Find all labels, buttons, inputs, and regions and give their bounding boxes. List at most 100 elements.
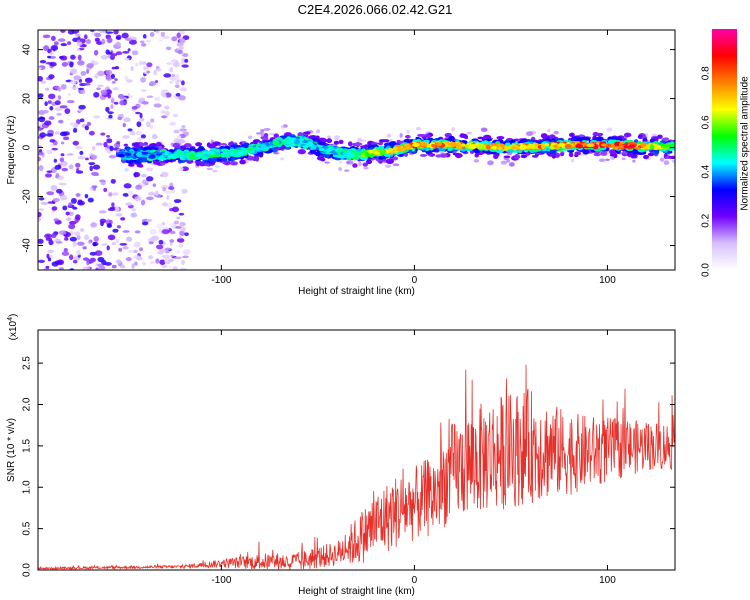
heatmap-noise-cell [155, 258, 160, 264]
heatmap-noise-cell [146, 218, 153, 223]
heatmap-ridge-cell [503, 155, 511, 159]
heatmap-noise-cell [91, 145, 96, 151]
heatmap-ridge-cell [213, 153, 218, 157]
heatmap-noise-cell [167, 266, 174, 269]
heatmap-noise-cell [111, 192, 119, 196]
heatmap-noise-cell [67, 41, 72, 45]
heatmap-noise-cell [59, 157, 65, 163]
heatmap-ridge-cell [239, 159, 246, 165]
heatmap-ridge-cell [123, 143, 128, 147]
heatmap-halo-cell [280, 157, 285, 161]
heatmap-noise-cell [136, 256, 143, 261]
heatmap-noise-cell [97, 263, 103, 268]
heatmap-halo-cell [269, 132, 275, 136]
heatmap-halo-cell [651, 133, 658, 136]
heatmap-noise-cell [47, 100, 52, 104]
heatmap-ridge-cell [459, 133, 468, 139]
heatmap-ridge-cell [483, 134, 492, 140]
heatmap-ridge-cell [568, 152, 574, 158]
heatmap-noise-cell [104, 147, 108, 152]
heatmap-noise-cell [126, 236, 133, 242]
heatmap-noise-cell [161, 171, 169, 178]
heatmap-noise-cell [42, 34, 51, 39]
heatmap-ridge-cell [124, 152, 132, 156]
heatmap-noise-cell [93, 49, 99, 56]
heatmap-ridge-cell [582, 149, 590, 155]
heatmap-noise-cell [160, 31, 166, 38]
heatmap-ridge-cell [347, 152, 355, 159]
heatmap-ridge-cell [293, 139, 300, 145]
heatmap-noise-cell [53, 218, 59, 222]
heatmap-noise-cell [60, 141, 65, 145]
heatmap-noise-cell [106, 138, 113, 144]
heatmap-noise-cell [101, 38, 106, 45]
heatmap-noise-cell [46, 253, 50, 259]
heatmap-noise-cell [163, 254, 170, 260]
heatmap-ridge-cell [640, 142, 647, 148]
heatmap-noise-cell [84, 234, 90, 241]
heatmap-noise-cell [92, 164, 101, 170]
heatmap-noise-cell [60, 194, 68, 201]
heatmap-ridge-cell [520, 154, 528, 159]
snr-xtick-label: 100 [599, 575, 616, 586]
heatmap-ridge-cell [255, 156, 260, 162]
heatmap-ridge-cell [143, 146, 152, 151]
heatmap-noise-cell [164, 258, 169, 264]
heatmap-ridge-cell [613, 153, 618, 159]
heatmap-ridge-cell [133, 142, 141, 148]
heatmap-ridge-cell [139, 158, 148, 163]
heatmap-ridge-cell [243, 142, 250, 147]
heatmap-noise-cell [101, 243, 108, 246]
heatmap-halo-cell [547, 128, 551, 133]
heatmap-noise-cell [48, 93, 56, 100]
heatmap-noise-cell [96, 41, 103, 45]
heatmap-noise-cell [140, 77, 146, 83]
heatmap-noise-cell [46, 149, 53, 155]
heatmap-noise-cell [70, 54, 76, 60]
heatmap-noise-cell [174, 256, 182, 260]
heatmap-noise-cell [115, 41, 121, 47]
heatmap-noise-cell [100, 132, 106, 136]
heatmap-noise-cell [57, 38, 66, 42]
heatmap-noise-cell [50, 233, 57, 239]
heatmap-halo-cell [333, 135, 341, 141]
heatmap-noise-cell [173, 199, 182, 204]
colorbar-tick-label: 0.8 [701, 66, 712, 80]
heatmap-noise-cell [77, 54, 82, 61]
heatmap-noise-cell [49, 138, 56, 143]
heatmap-ridge-cell [417, 133, 426, 137]
heatmap-noise-cell [173, 129, 180, 134]
heatmap-noise-cell [105, 49, 110, 55]
heatmap-ridge-cell [575, 143, 583, 149]
heatmap-noise-cell [149, 31, 155, 38]
heatmap-noise-cell [92, 173, 100, 177]
heatmap-noise-cell [170, 254, 174, 258]
heatmap-noise-cell [169, 66, 174, 73]
heatmap-ridge-cell [219, 143, 228, 146]
heatmap-noise-cell [52, 197, 60, 202]
heatmap-halo-cell [487, 160, 494, 166]
heatmap-noise-cell [74, 231, 81, 236]
heatmap-noise-cell [120, 264, 126, 269]
heatmap-ridge-cell [224, 151, 230, 155]
heatmap-noise-cell [176, 79, 182, 83]
heatmap-noise-cell [116, 225, 121, 229]
heatmap-ridge-cell [325, 139, 332, 143]
heatmap-noise-cell [70, 79, 77, 85]
heatmap-noise-cell [181, 259, 185, 266]
heatmap-noise-cell [69, 236, 77, 242]
snr-xtick-label: 0 [412, 575, 418, 586]
heatmap-noise-cell [47, 55, 52, 59]
heatmap-noise-cell [75, 193, 81, 197]
heatmap-noise-cell [78, 87, 84, 91]
heatmap-noise-cell [38, 151, 44, 156]
heatmap-xtick-label: 0 [412, 275, 418, 286]
heatmap-noise-cell [75, 214, 81, 221]
heatmap-noise-cell [109, 145, 114, 152]
heatmap-ridge-cell [333, 140, 340, 145]
heatmap-ridge-cell [439, 153, 448, 158]
heatmap-noise-cell [150, 118, 155, 123]
heatmap-noise-cell [110, 98, 115, 104]
heatmap-noise-cell [182, 35, 190, 41]
heatmap-noise-cell [75, 146, 83, 150]
